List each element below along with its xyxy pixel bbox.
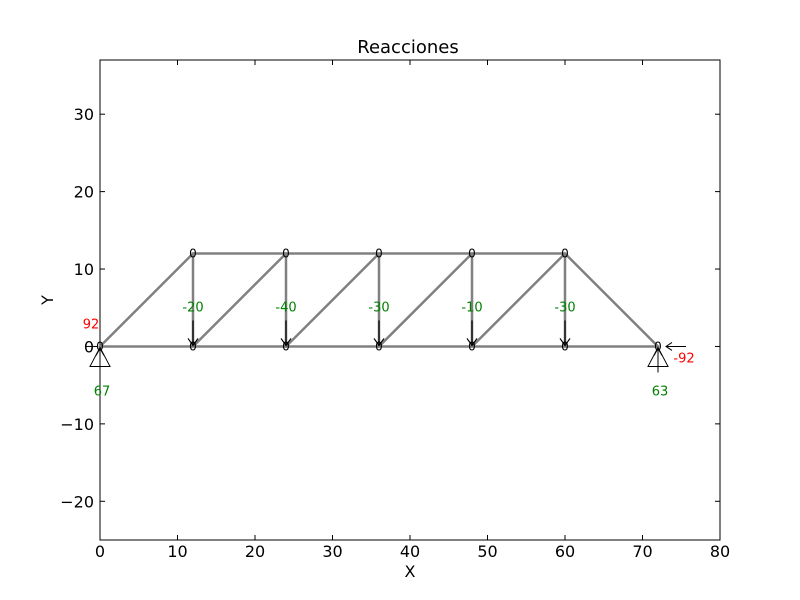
vertical-reaction-label: 63 [652,384,669,399]
load-value-label: -30 [554,300,575,315]
node-label: 0 [561,247,569,261]
x-axis-label: X [405,562,416,581]
plot-area [99,59,721,541]
vertical-reaction-head [653,347,663,356]
truss-member [284,252,381,348]
load-arrow-head [373,338,385,347]
truss-member [470,252,567,348]
x-tick-label: 70 [632,542,652,561]
y-tick-label: 30 [74,105,94,124]
load-value-label: -40 [275,300,296,315]
node-label: 0 [468,247,476,261]
chart-title: Reacciones [357,37,458,58]
y-tick-label: 10 [74,260,94,279]
vertical-reaction-head [95,347,105,356]
vertical-reaction-label: 67 [94,384,111,399]
node-label: 0 [189,247,197,261]
applied-loads: -20 -40 -30 -10 -30 [182,300,576,347]
x-tick-label: 10 [167,542,187,561]
x-tick-label: 50 [477,542,497,561]
truss-member [98,252,195,348]
load-value-label: -20 [182,300,203,315]
load-value-label: -10 [461,300,482,315]
truss-member [191,252,288,348]
load-arrow-head [280,338,292,347]
y-axis-label: Y [38,295,57,306]
y-tick-label: −10 [60,415,94,434]
load-arrow-head [559,338,571,347]
support-reactions: 67 92 63 -92 [83,317,695,399]
x-tick-label: 40 [400,542,420,561]
load-arrow-head [466,338,478,347]
horizontal-reaction-label: 92 [83,317,100,332]
load-value-label: -30 [368,300,389,315]
y-tick-label: −20 [60,492,94,511]
node-label: 0 [282,247,290,261]
x-axis: 0 10 20 30 40 50 60 70 80 [95,60,730,561]
load-arrow-head [187,338,199,347]
y-tick-label: 20 [74,183,94,202]
horizontal-reaction-label: -92 [673,351,694,366]
node-label: 0 [375,247,383,261]
x-tick-label: 80 [710,542,730,561]
x-tick-label: 20 [245,542,265,561]
horizontal-reaction-head [665,342,673,351]
x-tick-label: 30 [322,542,342,561]
x-tick-label: 0 [95,542,105,561]
truss-member [563,252,660,348]
truss-member [377,252,474,348]
x-tick-label: 60 [555,542,575,561]
